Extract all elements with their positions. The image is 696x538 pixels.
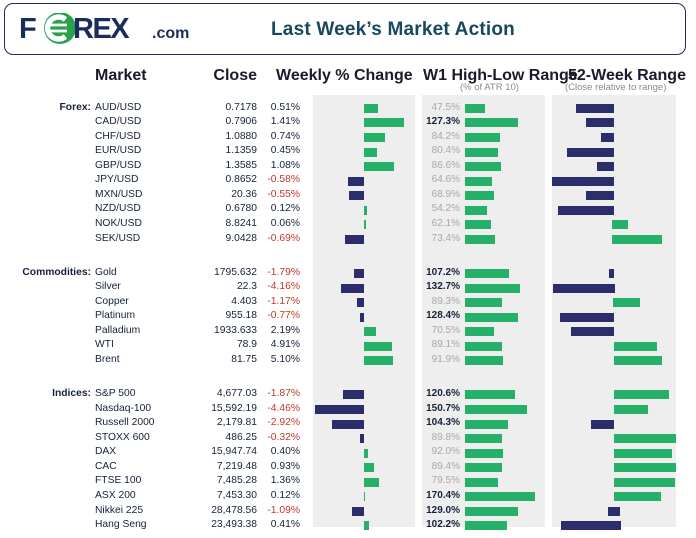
svg-text:.com: .com	[152, 25, 189, 42]
svg-text:F: F	[19, 13, 36, 45]
svg-text:REX: REX	[73, 13, 130, 45]
